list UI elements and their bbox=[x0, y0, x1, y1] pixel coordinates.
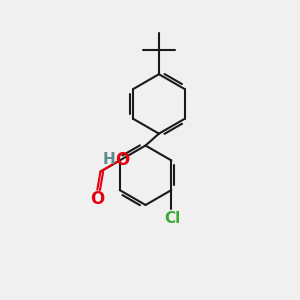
Text: H: H bbox=[103, 152, 116, 167]
Text: O: O bbox=[90, 190, 104, 208]
Text: O: O bbox=[115, 151, 129, 169]
Text: Cl: Cl bbox=[165, 211, 181, 226]
